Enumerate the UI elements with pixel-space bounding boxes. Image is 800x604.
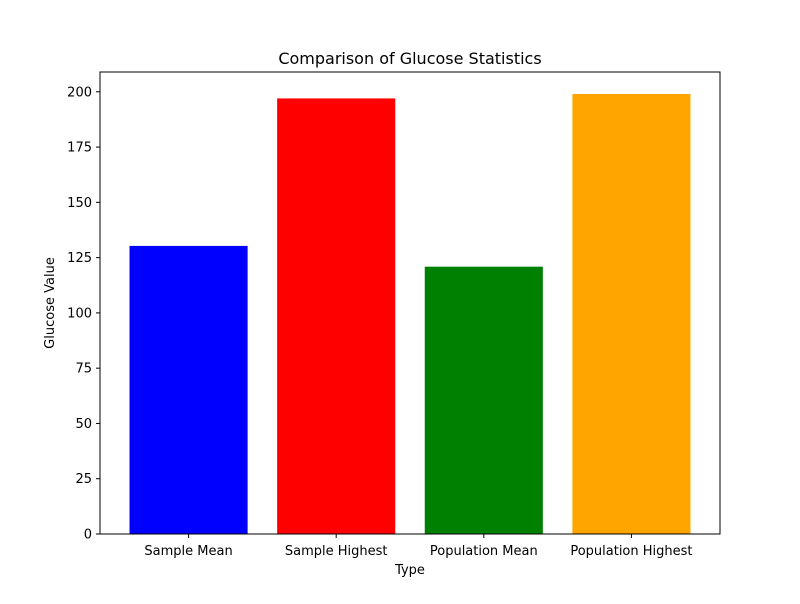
y-tick-label: 0	[84, 528, 92, 543]
y-axis-ticks: 0 25 50 75 100 125 150 175 200	[67, 85, 100, 543]
y-tick-label: 50	[75, 417, 92, 432]
chart-title: Comparison of Glucose Statistics	[278, 49, 541, 68]
x-tick-label: Sample Highest	[285, 544, 388, 559]
bar-population-mean	[424, 266, 543, 534]
y-tick-label: 125	[67, 251, 92, 266]
y-axis-label: Glucose Value	[43, 257, 58, 349]
bar-population-highest	[572, 94, 691, 534]
x-tick-label: Population Highest	[570, 544, 692, 559]
x-tick-label: Population Mean	[430, 544, 538, 559]
x-axis-ticks: Sample Mean Sample Highest Population Mean…	[144, 534, 693, 559]
y-tick-label: 200	[67, 85, 92, 100]
plot-frame	[99, 71, 721, 535]
y-tick-label: 25	[75, 472, 92, 487]
y-tick-label: 150	[67, 196, 92, 211]
bar-sample-highest	[277, 98, 396, 534]
y-tick-label: 175	[67, 141, 92, 156]
bar-sample-mean	[129, 245, 248, 535]
y-tick-label: 100	[67, 306, 92, 321]
y-tick-label: 75	[75, 362, 92, 377]
bars-group	[129, 94, 691, 535]
x-tick-label: Sample Mean	[144, 544, 232, 559]
x-axis-label: Type	[394, 563, 425, 578]
